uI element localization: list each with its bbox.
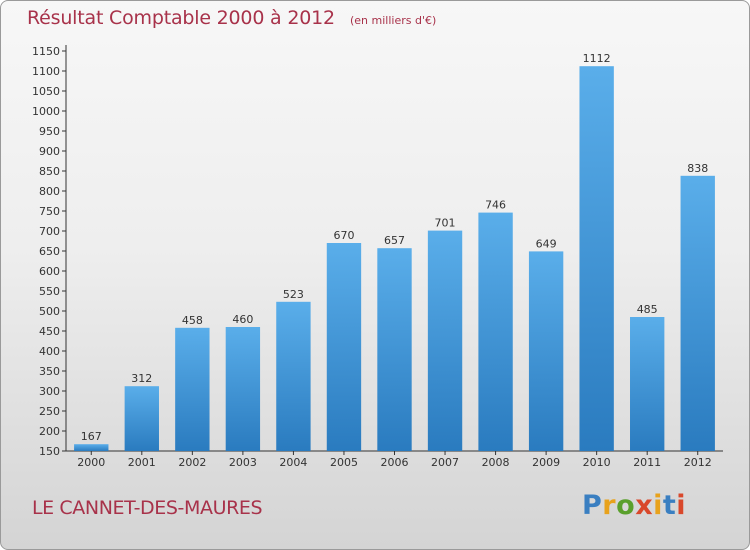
bar — [276, 301, 311, 451]
y-tick-label: 900 — [39, 145, 60, 158]
bar-value-label: 460 — [232, 313, 253, 326]
logo-letter: o — [616, 490, 636, 521]
y-tick-label: 550 — [39, 285, 60, 298]
x-tick-label: 2000 — [77, 456, 105, 469]
bar — [478, 212, 513, 451]
y-tick-label: 600 — [39, 265, 60, 278]
chart-title: Résultat Comptable 2000 à 2012 — [27, 7, 335, 29]
bar-value-label: 523 — [283, 288, 304, 301]
bar — [175, 327, 210, 451]
bar-value-label: 746 — [485, 199, 506, 212]
bar — [579, 66, 614, 451]
x-tick-label: 2003 — [229, 456, 257, 469]
y-tick-label: 1150 — [32, 45, 60, 58]
x-tick-label: 2007 — [431, 456, 459, 469]
bar — [377, 248, 412, 451]
bar — [326, 243, 362, 451]
logo-letter: P — [582, 490, 603, 521]
chart-subtitle: (en milliers d'€) — [349, 14, 437, 27]
logo-letter: i — [653, 490, 663, 521]
commune-name: LE CANNET-DES-MAURES — [32, 497, 263, 519]
y-tick-label: 1100 — [32, 65, 60, 78]
logo-letter: i — [676, 490, 687, 521]
x-tick-label: 2009 — [532, 456, 560, 469]
x-tick-label: 2001 — [128, 456, 156, 469]
bar — [630, 317, 665, 451]
x-tick-label: 2002 — [178, 456, 206, 469]
bar — [74, 444, 109, 451]
y-tick-label: 700 — [39, 225, 60, 238]
x-tick-label: 2005 — [330, 456, 358, 469]
y-tick-label: 200 — [39, 425, 60, 438]
bar-value-label: 657 — [384, 234, 405, 247]
x-tick-label: 2006 — [381, 456, 409, 469]
bar — [528, 251, 564, 451]
bar-value-label: 649 — [536, 237, 557, 250]
chart-header: Résultat Comptable 2000 à 2012 (en milli… — [27, 7, 436, 29]
y-tick-label: 750 — [39, 205, 60, 218]
y-tick-label: 450 — [39, 325, 60, 338]
y-tick-label: 500 — [39, 305, 60, 318]
y-tick-label: 150 — [39, 445, 60, 458]
x-tick-label: 2010 — [583, 456, 611, 469]
y-tick-label: 350 — [39, 365, 60, 378]
bar-value-label: 838 — [687, 162, 708, 175]
y-tick-label: 250 — [39, 405, 60, 418]
bar — [680, 175, 715, 452]
bar — [225, 327, 261, 451]
y-tick-label: 950 — [39, 125, 60, 138]
bar-value-label: 312 — [131, 372, 152, 385]
x-tick-label: 2012 — [684, 456, 712, 469]
y-tick-label: 850 — [39, 165, 60, 178]
y-tick-label: 650 — [39, 245, 60, 258]
logo-letter: x — [635, 490, 654, 521]
x-tick-label: 2008 — [482, 456, 510, 469]
x-tick-label: 2004 — [279, 456, 307, 469]
bar-value-label: 1112 — [583, 52, 611, 65]
x-tick-label: 2011 — [633, 456, 661, 469]
logo-letter: r — [602, 490, 617, 521]
bar-value-label: 701 — [435, 217, 456, 230]
proxiti-logo: Proxiti — [582, 490, 686, 521]
y-tick-label: 400 — [39, 345, 60, 358]
y-tick-label: 800 — [39, 185, 60, 198]
bar — [427, 230, 463, 451]
bar-value-label: 458 — [182, 314, 203, 327]
logo-letter: t — [662, 490, 677, 521]
y-tick-label: 300 — [39, 385, 60, 398]
bar-value-label: 167 — [81, 430, 102, 443]
bar-value-label: 485 — [637, 303, 658, 316]
bar — [124, 386, 159, 451]
bar-value-label: 670 — [333, 229, 354, 242]
y-tick-label: 1050 — [32, 85, 60, 98]
y-tick-label: 1000 — [32, 105, 60, 118]
